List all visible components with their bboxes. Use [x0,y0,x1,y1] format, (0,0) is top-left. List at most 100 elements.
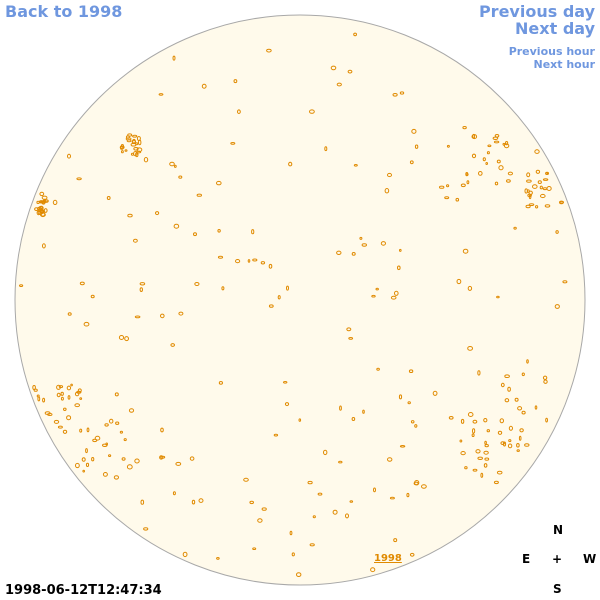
contour [133,238,138,243]
contour [493,140,500,144]
contour [521,372,525,377]
contour [159,455,164,460]
contour [478,171,483,176]
contour [408,369,414,374]
contour [543,379,548,384]
contour [178,175,183,179]
contour [296,572,302,577]
previous-day-link[interactable]: Previous day [478,2,595,21]
contour [493,480,499,485]
contour [482,157,486,162]
back-link[interactable]: Back to 1998 [5,2,123,21]
contour [127,213,133,218]
contour [155,211,160,216]
previous-hour-link[interactable]: Previous hour [508,45,595,58]
contour [273,433,279,437]
contour [160,313,165,319]
compass-west: W [583,552,597,566]
contour [109,418,114,424]
contour [555,230,559,234]
compass-center: + [552,552,563,566]
contour [370,567,376,573]
contour [460,418,465,424]
contour [104,423,109,427]
contour [519,428,524,433]
contour [75,462,80,469]
contour [525,204,531,209]
next-hour-link[interactable]: Next hour [533,58,596,71]
contour [102,472,108,477]
contour [484,457,490,461]
contour [198,498,204,503]
contour [133,147,139,151]
contour [143,527,149,531]
contour [528,194,532,200]
contour [466,180,470,185]
contour [139,287,144,293]
contour [247,259,251,263]
contour [172,55,176,61]
contour [559,200,565,204]
contour [124,149,128,152]
contour [562,280,568,284]
contour [132,134,138,138]
contour [387,172,392,178]
contour [82,469,85,473]
contour [471,134,478,140]
contour [286,285,289,291]
contour [217,255,224,259]
contour [115,421,120,425]
contour [353,164,358,167]
contour [542,178,549,181]
next-day-link[interactable]: Next day [515,19,595,38]
contour [178,311,184,316]
contour [392,93,398,97]
contour [361,243,367,247]
year-link[interactable]: 1998 [374,553,402,564]
contour [53,419,60,424]
contour [91,457,95,462]
contour [389,496,395,500]
contour [407,401,411,405]
contour [397,265,401,271]
contour [289,530,293,536]
contour [516,443,520,448]
contour [351,417,356,421]
contour [191,499,196,505]
contour [517,406,523,411]
contour [243,477,249,482]
contour [125,137,132,141]
contour [513,226,517,230]
contour [346,327,352,332]
contour [39,210,45,214]
contour [196,193,203,197]
contour [44,411,51,415]
contour [237,109,241,114]
contour [66,385,72,391]
contour [500,382,505,388]
contour [134,315,141,319]
contour [193,232,197,237]
compass-south: S [553,582,562,596]
contour [39,191,45,197]
contour [496,295,500,299]
contour [52,199,58,205]
contour [249,500,254,505]
compass-north: N [553,523,564,537]
contour [36,200,40,204]
contour [393,538,398,543]
contour [448,416,454,420]
contour [542,375,548,380]
contour [118,335,125,340]
contour [175,461,182,466]
contour [508,439,512,443]
contour [384,188,390,194]
contour [345,513,349,519]
contour [414,144,419,149]
contour [216,557,220,560]
contour [58,385,64,389]
contour [189,456,195,461]
contour [464,466,468,470]
contour [317,492,323,496]
contour [504,398,510,403]
